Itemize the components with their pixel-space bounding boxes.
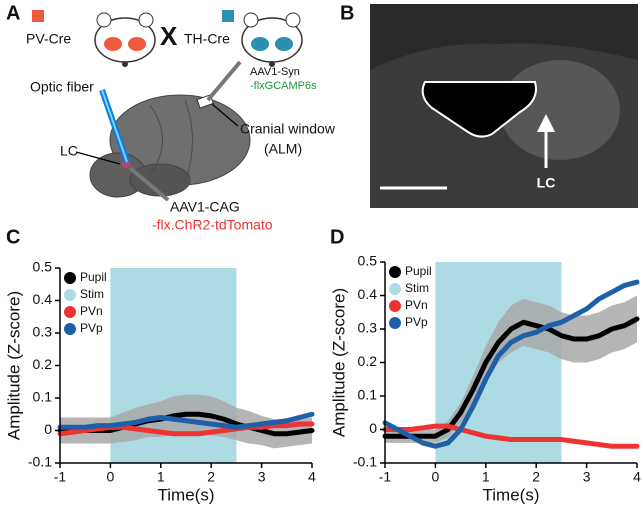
mouse-icon (94, 12, 156, 67)
legend-label: PVn (405, 298, 428, 312)
y-tick-label: 0.1 (33, 389, 53, 405)
legend-label: PVp (405, 315, 428, 329)
panel-label: A (6, 2, 20, 24)
legend-marker (64, 272, 76, 284)
x-tick-label: 1 (157, 469, 165, 485)
y-tick-label: 0.2 (358, 353, 378, 369)
data-line (382, 316, 640, 439)
y-tick-label: 0 (369, 420, 377, 436)
y-tick-label: 0.4 (33, 291, 53, 307)
y-tick-label: 0.2 (33, 356, 53, 372)
y-tick-label: 0 (44, 421, 52, 437)
legend-label: Stim (405, 281, 429, 295)
y-axis-title: Amplitude (Z-score) (4, 291, 23, 440)
arrow (537, 114, 555, 132)
label: AAV1-CAG (170, 199, 240, 215)
data-line (382, 279, 640, 449)
x-tick-label: 3 (583, 469, 591, 485)
x-tick-label: 2 (207, 469, 215, 485)
y-tick-label: 0.3 (33, 324, 53, 340)
mouse-icon (241, 12, 303, 67)
legend-marker (64, 306, 76, 318)
x-tick-label: -1 (54, 469, 67, 485)
panel-label: D (330, 226, 344, 248)
pointer (75, 151, 121, 165)
panel-label: B (340, 2, 354, 24)
data-line (57, 411, 315, 430)
legend-label: PVp (80, 321, 103, 335)
label: Optic fiber (30, 79, 94, 95)
data-line (57, 421, 315, 437)
pointer (211, 103, 239, 127)
x-tick-label: 4 (308, 469, 316, 485)
needle (128, 166, 170, 202)
brain-illustration (89, 94, 251, 198)
label: AAV1-Syn (250, 66, 300, 78)
legend-marker (389, 317, 401, 329)
error-band (385, 295, 637, 443)
x-tick-label: 0 (107, 469, 115, 485)
panel-label: C (6, 226, 20, 248)
legend-marker (64, 323, 76, 335)
legend-label: Stim (80, 287, 104, 301)
label: X (160, 21, 178, 51)
legend-label: Pupil (405, 264, 432, 278)
histology-image: LC (370, 4, 638, 208)
label: LC (60, 143, 78, 159)
y-tick-label: -0.1 (353, 454, 377, 470)
x-tick-label: 1 (482, 469, 490, 485)
needle (206, 60, 242, 102)
y-tick-label: -0.1 (28, 454, 52, 470)
legend-marker (389, 300, 401, 312)
y-tick-label: 0.5 (358, 253, 378, 269)
label: TH-Cre (184, 31, 230, 47)
legend-label: Pupil (80, 270, 107, 284)
y-tick-label: 0.4 (358, 286, 378, 302)
y-tick-label: 0.1 (358, 387, 378, 403)
y-tick-label: 0.3 (358, 320, 378, 336)
legend-marker (389, 283, 401, 295)
legend-marker (389, 266, 401, 278)
label: PV-Cre (26, 31, 71, 47)
color-key (32, 10, 44, 22)
label: LC (537, 175, 556, 191)
diagram: PV-Cre X TH-Cre Optic fiber AAV1-Syn -fl… (26, 10, 336, 233)
x-tick-label: 4 (633, 469, 641, 485)
legend-label: PVn (80, 304, 103, 318)
color-key (222, 10, 234, 22)
label: Cranial window (240, 121, 336, 137)
label: (ALM) (264, 141, 302, 157)
x-tick-label: 0 (432, 469, 440, 485)
x-tick-label: -1 (379, 469, 392, 485)
optic-fiber (101, 89, 128, 163)
label: -flx.ChR2-tdTomato (152, 217, 273, 233)
x-axis-title: Time(s) (483, 485, 540, 504)
x-tick-label: 3 (258, 469, 266, 485)
y-axis-title: Amplitude (Z-score) (329, 288, 348, 437)
x-axis-title: Time(s) (158, 485, 215, 504)
legend-marker (64, 289, 76, 301)
y-tick-label: 0.5 (33, 259, 53, 275)
data-line (382, 423, 640, 449)
x-tick-label: 2 (532, 469, 540, 485)
label: -flxGCAMP6s (250, 80, 317, 92)
